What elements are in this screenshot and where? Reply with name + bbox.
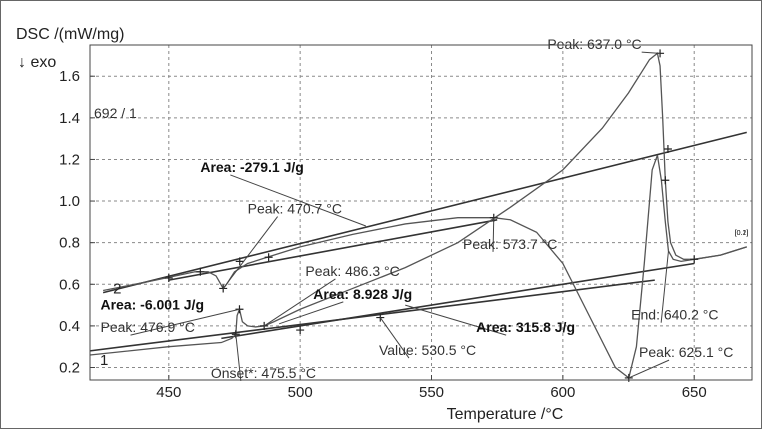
tick-labels: 450 500 550 600 650 0.2 0.4 0.6 0.8 1.0 1.2 1.4 1.6 (59, 68, 707, 401)
annotation-label: Peak: 637.0 °C (547, 36, 641, 52)
marker (690, 255, 699, 264)
marker (264, 253, 273, 262)
curve-label: 2 (113, 281, 121, 298)
annotation-label: Area: 315.8 J/g (476, 319, 575, 335)
marker (260, 321, 269, 330)
baseline (102, 131, 747, 294)
x-tick-label: 600 (550, 384, 575, 401)
y-tick-label: 0.4 (59, 318, 80, 335)
curve-end-tag: [0.2] (735, 230, 749, 237)
y-tick-label: 1.6 (59, 68, 80, 85)
annotation-label: Area: 8.928 J/g (313, 286, 412, 302)
x-tick-label: 450 (156, 384, 181, 401)
annotation-label: Onset*: 475.5 °C (211, 365, 316, 381)
annotation-label: End: 640.2 °C (631, 307, 718, 323)
annotation-leader (222, 216, 279, 289)
baselines (89, 131, 747, 352)
x-tick-label: 650 (682, 384, 707, 401)
annotation-leader (263, 278, 336, 327)
marker (661, 176, 670, 185)
marker (296, 326, 305, 335)
baseline (221, 262, 695, 340)
sample-label: 692 / 1 (94, 105, 137, 121)
annotations: Peak: 637.0 °C Area: -279.1 J/g Peak: 470.… (101, 36, 733, 381)
curve-end-tag: [0.1] (735, 230, 749, 237)
annotation-label: Peak: 573.7 °C (463, 236, 557, 252)
annotation-label: Area: -279.1 J/g (200, 159, 303, 175)
annotation-leader (641, 51, 661, 54)
baseline (168, 218, 498, 281)
annotation-leader (405, 304, 507, 336)
y-tick-label: 0.8 (59, 235, 80, 252)
grid (90, 45, 752, 380)
y-tick-label: 0.2 (59, 360, 80, 377)
marker (663, 145, 672, 154)
y-tick-label: 1.4 (59, 110, 80, 127)
y-axis-title: DSC /(mW/mg) (16, 26, 124, 43)
annotation-leader (130, 308, 240, 336)
y-tick-label: 1.0 (59, 193, 80, 210)
x-axis-title: Temperature /°C (447, 406, 564, 423)
curve-label: 1 (100, 352, 108, 369)
annotation-label: Value: 530.5 °C (379, 342, 476, 358)
y-tick-label: 0.6 (59, 276, 80, 293)
marker (624, 373, 633, 382)
annotation-leader (628, 359, 670, 379)
annotation-leader (660, 250, 669, 323)
annotation-leader (492, 217, 495, 252)
marker (164, 274, 173, 283)
annotation-label: Peak: 486.3 °C (305, 263, 399, 279)
annotation-label: Peak: 625.1 °C (639, 344, 733, 360)
y-tick-label: 1.2 (59, 151, 80, 168)
annotation-leader (379, 317, 410, 359)
annotation-leader (278, 301, 344, 325)
annotation-leader (230, 174, 367, 227)
x-tick-label: 500 (288, 384, 313, 401)
dsc-curve-1 (89, 52, 747, 356)
x-tick-label: 550 (419, 384, 444, 401)
exo-direction-label: ↓ exo (18, 54, 56, 71)
marker (196, 267, 205, 276)
baseline (89, 279, 655, 352)
plot-area-border (89, 44, 753, 381)
annotation-leader (235, 334, 242, 381)
marker (235, 257, 244, 266)
annotation-label: Peak: 470.7 °C (248, 201, 342, 217)
annotation-label: Peak: 476.9 °C (101, 319, 195, 335)
annotation-label: Area: -6.001 J/g (101, 296, 205, 312)
